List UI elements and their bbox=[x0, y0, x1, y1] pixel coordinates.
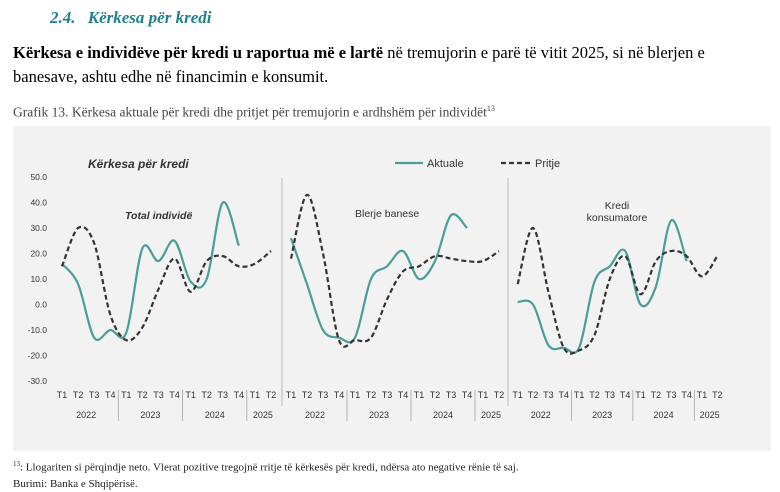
x-tick-label: T3 bbox=[543, 390, 554, 400]
x-tick-label: T1 bbox=[57, 390, 68, 400]
x-tick-label: T2 bbox=[302, 390, 313, 400]
x-year-label: 2022 bbox=[76, 410, 96, 420]
x-year-label: 2025 bbox=[481, 410, 501, 420]
x-tick-label: T2 bbox=[528, 390, 539, 400]
legend-label-expected: Pritje bbox=[535, 158, 560, 170]
x-tick-label: T4 bbox=[558, 390, 569, 400]
x-year-label: 2024 bbox=[205, 410, 225, 420]
x-tick-label: T1 bbox=[478, 390, 489, 400]
x-tick-label: T1 bbox=[185, 390, 196, 400]
y-tick-label: 40.0 bbox=[30, 198, 47, 208]
x-tick-label: T2 bbox=[201, 390, 212, 400]
x-tick-label: T4 bbox=[681, 390, 692, 400]
x-tick-label: T1 bbox=[350, 390, 361, 400]
x-tick-label: T2 bbox=[589, 390, 600, 400]
series-line-actual bbox=[517, 219, 688, 354]
panel-label: konsumatore bbox=[587, 212, 648, 224]
section-title: Kërkesa për kredi bbox=[87, 8, 212, 27]
x-year-label: 2024 bbox=[654, 410, 674, 420]
x-tick-label: T1 bbox=[512, 390, 523, 400]
x-tick-label: T2 bbox=[494, 390, 505, 400]
footnote-line: 13: Llogariten si përqindje neto. Vlerat… bbox=[13, 456, 519, 476]
section-number: 2.4. bbox=[50, 8, 76, 27]
x-year-label: 2025 bbox=[700, 410, 720, 420]
series-line-expected bbox=[289, 193, 500, 348]
x-tick-label: T4 bbox=[334, 390, 345, 400]
source-line: Burimi: Banka e Shqipërisë. bbox=[13, 477, 138, 490]
paragraph-rest: në tremujorin e parë të vitit 2025, si n… bbox=[13, 43, 705, 86]
series-line-expected bbox=[516, 226, 719, 355]
x-tick-label: T4 bbox=[620, 390, 631, 400]
x-year-label: 2022 bbox=[305, 410, 325, 420]
y-tick-label: 50.0 bbox=[30, 172, 47, 182]
x-tick-label: T2 bbox=[651, 390, 662, 400]
section-heading: 2.4. Kërkesa për kredi bbox=[50, 8, 211, 28]
series-line-actual bbox=[61, 201, 240, 341]
chart-caption: Grafik 13. Kërkesa aktuale për kredi dhe… bbox=[13, 104, 495, 121]
series-line-expected bbox=[60, 225, 272, 342]
x-tick-label: T2 bbox=[712, 390, 723, 400]
x-tick-label: T3 bbox=[382, 390, 393, 400]
x-tick-label: T3 bbox=[217, 390, 228, 400]
x-tick-label: T2 bbox=[137, 390, 148, 400]
footnote: 13: Llogariten si përqindje neto. Vlerat… bbox=[13, 456, 519, 492]
x-tick-label: T1 bbox=[121, 390, 132, 400]
x-tick-label: T1 bbox=[697, 390, 708, 400]
x-year-label: 2025 bbox=[253, 410, 273, 420]
x-tick-label: T1 bbox=[574, 390, 585, 400]
x-tick-label: T4 bbox=[462, 390, 473, 400]
panel-label: Blerje banese bbox=[355, 208, 419, 220]
panel-label: Total individë bbox=[125, 210, 192, 222]
x-tick-label: T4 bbox=[398, 390, 409, 400]
legend-label-actual: Aktuale bbox=[427, 158, 464, 170]
paragraph-bold: Kërkesa e individëve për kredi u raportu… bbox=[13, 43, 384, 62]
x-year-label: 2024 bbox=[433, 410, 453, 420]
y-tick-label: -20.0 bbox=[28, 351, 48, 361]
y-tick-label: 20.0 bbox=[30, 249, 47, 259]
y-tick-label: 10.0 bbox=[30, 274, 47, 284]
chart-title: Kërkesa për kredi bbox=[88, 157, 189, 171]
x-tick-label: T2 bbox=[430, 390, 441, 400]
x-tick-label: T3 bbox=[318, 390, 329, 400]
x-year-label: 2023 bbox=[369, 410, 389, 420]
footnote-text: : Llogariten si përqindje neto. Vlerat p… bbox=[20, 461, 519, 474]
x-tick-label: T4 bbox=[234, 390, 245, 400]
x-year-label: 2023 bbox=[592, 410, 612, 420]
x-tick-label: T3 bbox=[666, 390, 677, 400]
x-tick-label: T1 bbox=[635, 390, 646, 400]
y-tick-label: -30.0 bbox=[28, 376, 48, 386]
x-tick-label: T1 bbox=[286, 390, 297, 400]
x-tick-label: T3 bbox=[153, 390, 164, 400]
x-tick-label: T2 bbox=[73, 390, 84, 400]
x-tick-label: T4 bbox=[105, 390, 116, 400]
x-tick-label: T3 bbox=[605, 390, 616, 400]
footnote-sup: 13 bbox=[13, 460, 20, 468]
intro-paragraph: Kërkesa e individëve për kredi u raportu… bbox=[13, 41, 771, 89]
caption-sup: 13 bbox=[486, 104, 495, 113]
x-tick-label: T2 bbox=[366, 390, 377, 400]
y-tick-label: 30.0 bbox=[30, 223, 47, 233]
y-tick-label: -10.0 bbox=[28, 325, 48, 335]
caption-text: Grafik 13. Kërkesa aktuale për kredi dhe… bbox=[13, 104, 487, 120]
x-year-label: 2022 bbox=[531, 410, 551, 420]
x-tick-label: T4 bbox=[169, 390, 180, 400]
line-chart: 50.0 40.0 30.0 20.0 10.0 0.0 -10.0 -20.0 -30.0 Kë… bbox=[28, 157, 723, 421]
x-tick-label: T3 bbox=[89, 390, 100, 400]
series-line-actual bbox=[289, 213, 468, 344]
x-tick-label: T1 bbox=[250, 390, 261, 400]
y-tick-label: 0.0 bbox=[35, 300, 47, 310]
panel-label: Kredi bbox=[605, 200, 630, 212]
x-tick-label: T2 bbox=[266, 390, 277, 400]
x-tick-label: T3 bbox=[446, 390, 457, 400]
x-year-label: 2023 bbox=[140, 410, 160, 420]
x-tick-label: T1 bbox=[414, 390, 425, 400]
chart-area: 50.0 40.0 30.0 20.0 10.0 0.0 -10.0 -20.0 -30.0 Kë… bbox=[13, 126, 771, 451]
